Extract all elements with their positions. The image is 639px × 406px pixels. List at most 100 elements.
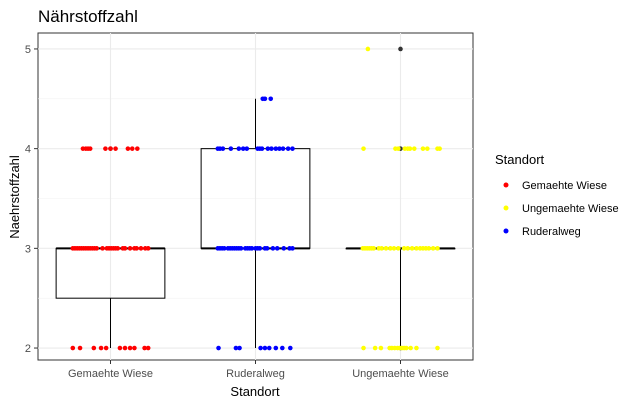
data-point [391,246,397,251]
data-point [108,146,113,151]
data-point [414,246,419,251]
data-point [259,146,265,151]
legend-key [503,228,509,234]
data-point [122,345,128,351]
x-axis-ticks: Gemaehte Wiese Ruderalweg Ungemaehte Wiese [68,360,449,380]
data-point [132,345,137,351]
y-tick-label: 4 [25,144,31,156]
data-point [396,246,401,251]
data-point [127,246,133,251]
chart-title: Nährstoffzahl [38,7,138,26]
data-point [91,345,97,351]
data-point [127,345,133,351]
data-point [113,146,118,151]
data-point [103,146,108,151]
data-point [77,345,83,351]
data-point [115,246,121,251]
data-point [290,246,295,251]
data-point [233,345,239,351]
series-gemaehte-wiese [70,146,151,351]
data-point [365,46,371,52]
data-point [414,345,419,351]
data-point [249,246,255,251]
data-point [425,146,430,151]
data-point [220,146,226,151]
data-point [228,146,234,151]
data-point [103,345,109,351]
data-point [122,246,128,251]
data-point [222,246,227,251]
legend-label: Gemaehte Wiese [522,180,607,192]
legend-key [503,205,509,211]
data-point [238,246,244,251]
data-point [361,146,366,151]
data-point [290,146,295,151]
data-point [87,146,93,151]
data-point [281,246,287,251]
data-point [411,146,417,151]
data-point [396,146,401,151]
data-point [240,146,246,151]
data-point [270,246,276,251]
data-point [237,345,242,351]
data-point [277,146,282,151]
data-point [145,345,151,351]
data-point [426,246,432,251]
data-point [378,345,384,351]
outlier-point [398,46,403,52]
data-point [70,345,76,351]
data-point [273,146,279,151]
legend-label: Ungemaehte Wiese [522,203,619,215]
x-tick-label: Gemaehte Wiese [68,368,153,380]
data-point [94,246,100,251]
data-point [435,246,440,251]
data-point [134,246,139,251]
y-axis-title: Naehrstoffzahl [7,155,22,239]
data-point [138,246,144,251]
data-point [264,246,270,251]
data-point [405,246,411,251]
data-point [216,345,221,351]
data-point [262,345,268,351]
legend-key [503,182,509,188]
data-point [265,146,271,151]
data-point [379,246,384,251]
legend-label: Ruderalweg [522,226,581,238]
data-point [257,246,263,251]
data-point [135,146,140,151]
data-point [388,246,393,251]
data-point [268,96,274,102]
data-point [145,246,151,251]
data-point [407,146,413,151]
data-point [269,146,274,151]
legend-title: Standort [495,152,545,167]
data-point [262,96,268,102]
data-points [70,46,442,351]
data-point [361,345,366,351]
data-point [236,146,242,151]
y-axis-ticks: 2 3 4 5 [25,44,38,355]
series-ungemaehte-wiese [360,46,442,351]
data-point [274,246,280,251]
data-point [244,146,250,151]
data-point [129,146,135,151]
y-tick-label: 5 [25,44,31,56]
data-point [100,246,105,251]
legend: Standort Gemaehte Wiese Ungemaehte Wiese R… [495,152,619,238]
data-point [430,246,436,251]
data-point [258,345,263,351]
data-point [142,345,147,351]
y-tick-label: 2 [25,343,31,355]
data-point [288,345,293,351]
data-point [435,345,440,351]
data-point [437,146,442,151]
data-point [280,146,286,151]
data-point [401,246,407,251]
data-point [372,345,378,351]
data-point [117,345,123,351]
data-point [420,146,426,151]
data-point [285,146,291,151]
data-point [266,345,272,351]
data-point [409,246,415,251]
